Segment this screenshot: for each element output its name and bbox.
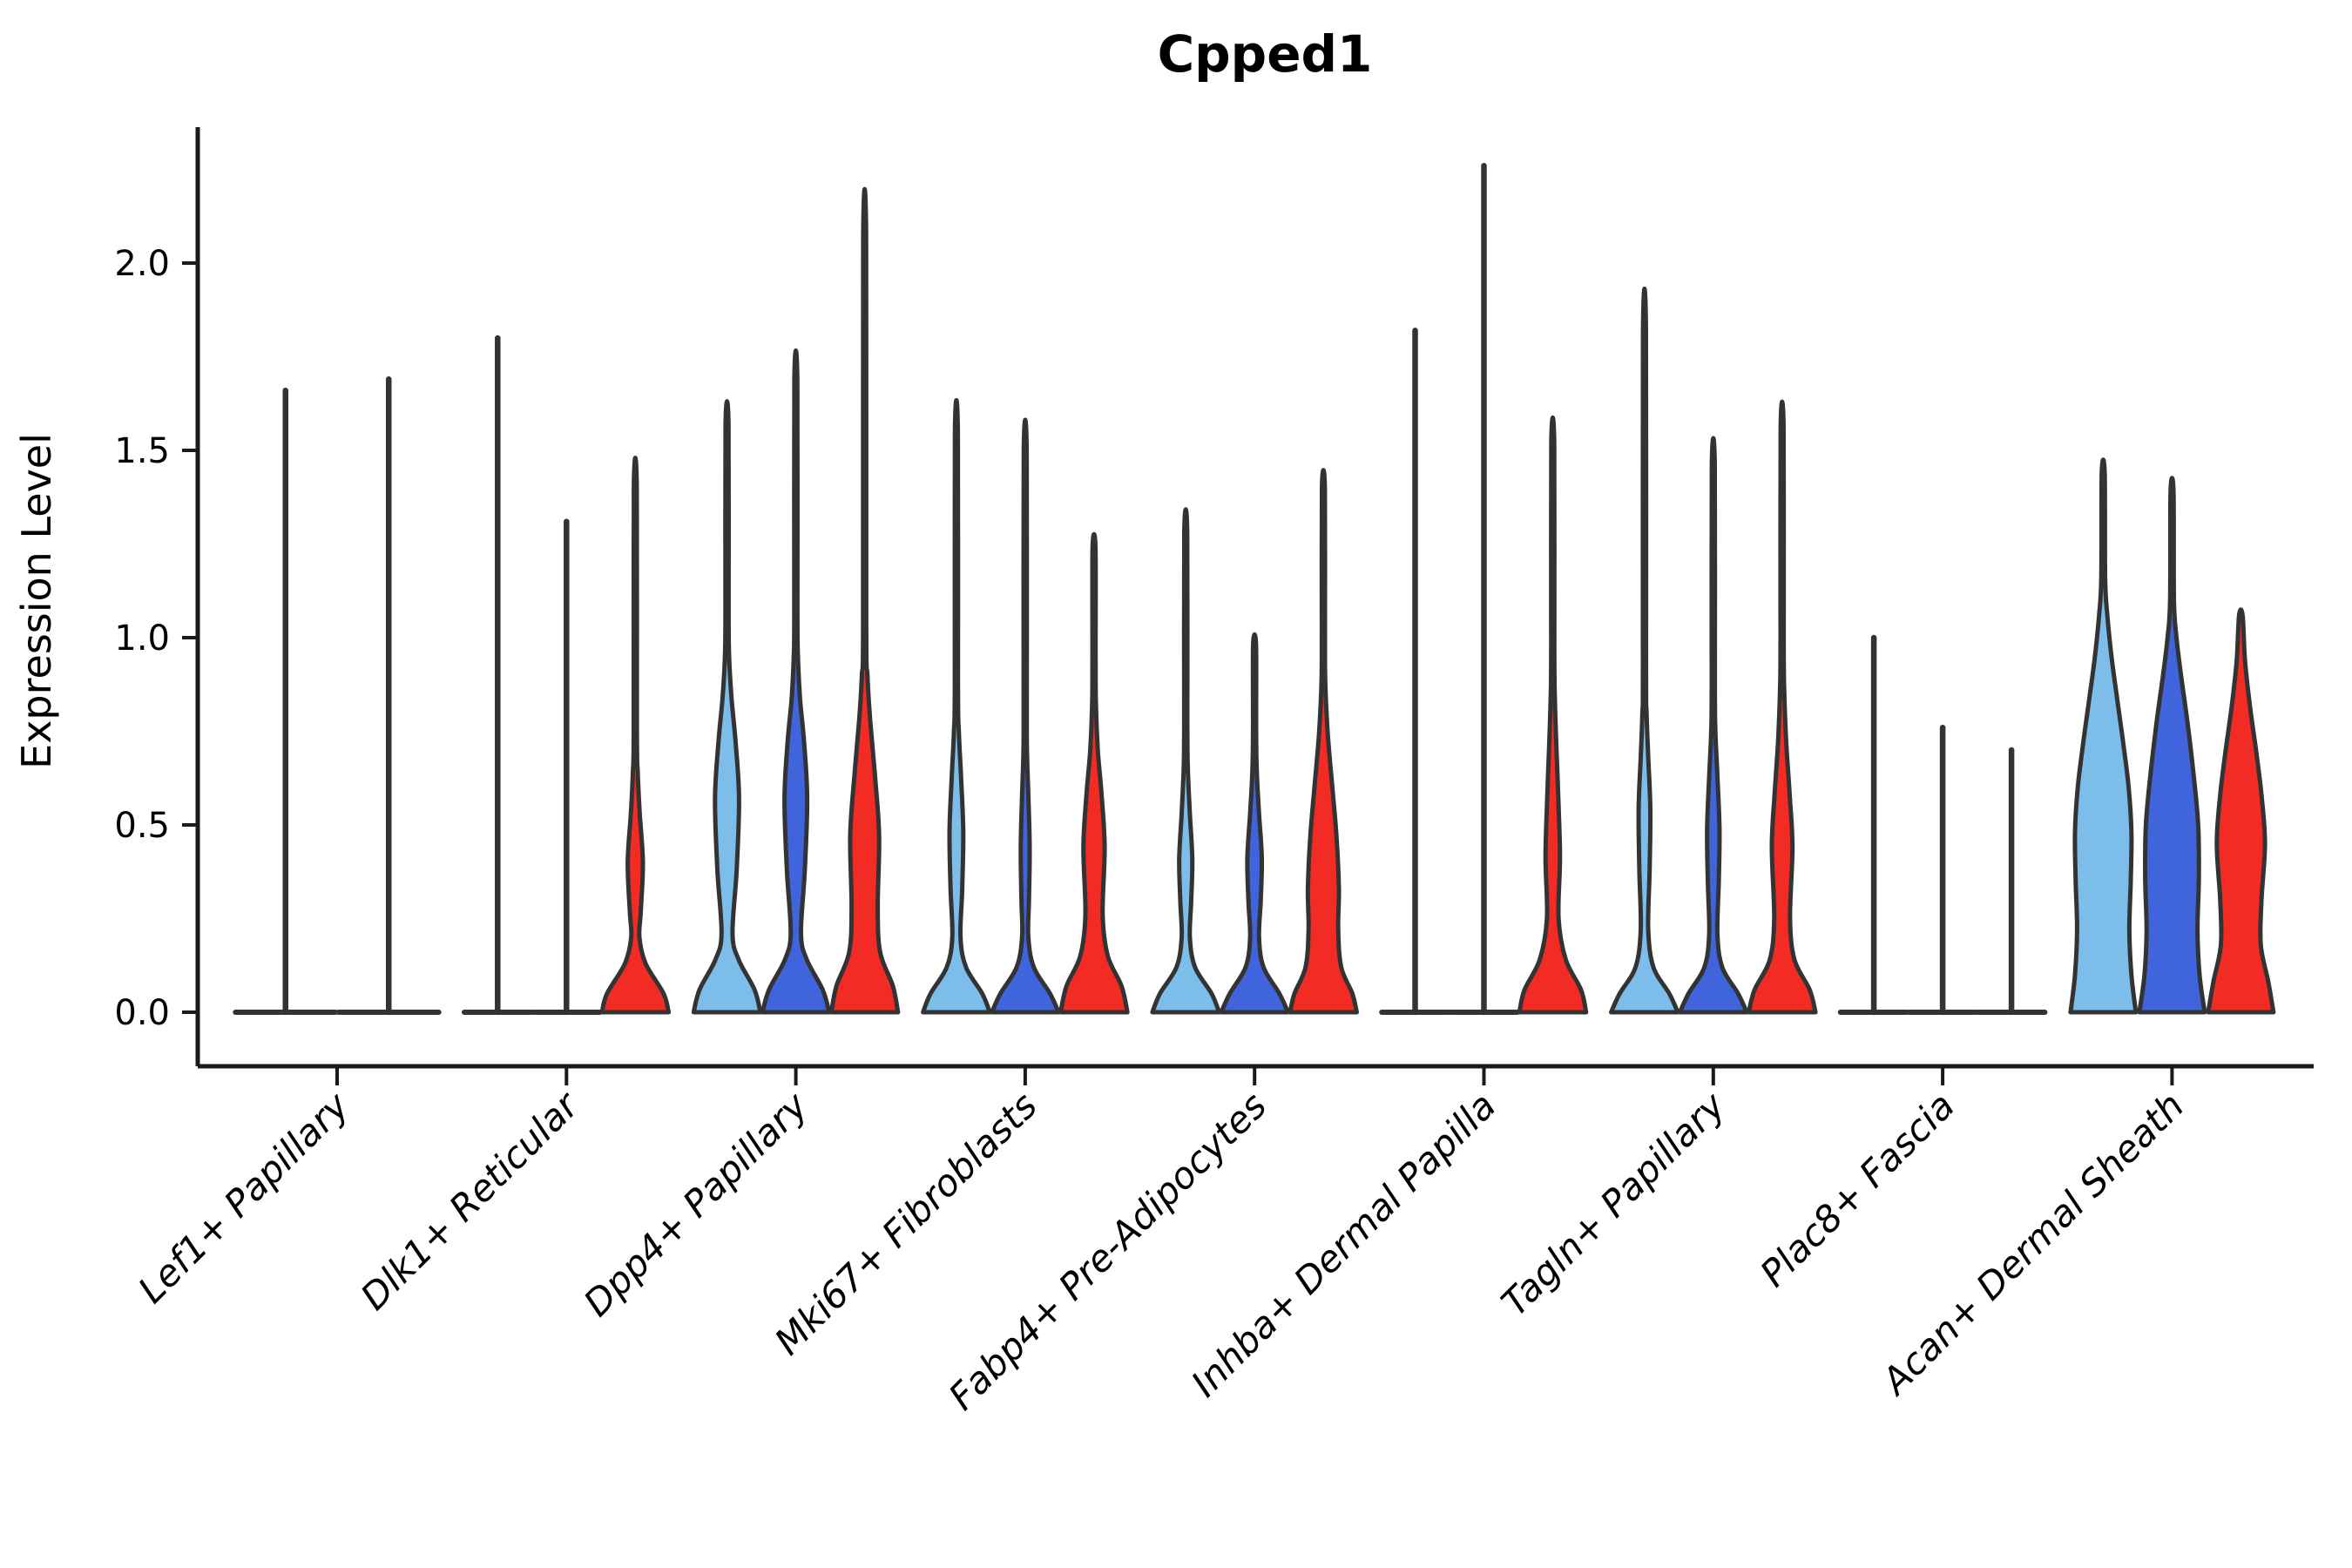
x-tick-label: Dlk1+ Reticular [353, 1082, 589, 1318]
x-tick-label: Mki67+ Fibroblasts [767, 1084, 1045, 1362]
y-tick-label: 0.5 [114, 806, 170, 846]
violin-shape [1609, 287, 1680, 1015]
y-tick-label: 1.0 [114, 618, 170, 659]
violin-shape [990, 417, 1061, 1015]
violin-shape [2068, 457, 2139, 1015]
y-tick-label: 0.0 [114, 993, 170, 1033]
violin-shape [599, 456, 672, 1015]
violin-shape [2137, 476, 2207, 1015]
x-tick-label: Tagln+ Papillary [1493, 1084, 1734, 1325]
y-tick-label: 2.0 [114, 244, 170, 284]
violin-shape [1288, 468, 1359, 1015]
y-tick-label: 1.5 [114, 431, 170, 471]
violin-shape [828, 186, 901, 1015]
violin-shape [921, 398, 992, 1015]
violin-shape [1747, 399, 1818, 1015]
violin-shape [1150, 507, 1221, 1015]
violin-shape [2206, 607, 2276, 1015]
axes-layer [182, 127, 2314, 1085]
y-tick-labels: 0.0 0.5 1.0 1.5 2.0 [114, 244, 170, 1033]
x-tick-label: Plac8+ Fascia [1752, 1084, 1963, 1294]
violin-shape [1058, 531, 1130, 1015]
x-tick-label: Dpp4+ Papillary [576, 1084, 817, 1325]
violin-shape [691, 399, 763, 1015]
plot-title: Cpped1 [1158, 24, 1373, 84]
violin-shape [1678, 436, 1749, 1015]
violins-layer [233, 162, 2276, 1016]
x-tick-label: Lef1+ Papillary [130, 1084, 358, 1312]
violin-shape [1219, 632, 1290, 1015]
violin-shape [760, 348, 832, 1015]
violin-shape [1517, 416, 1589, 1015]
y-axis-label: Expression Level [13, 433, 60, 769]
